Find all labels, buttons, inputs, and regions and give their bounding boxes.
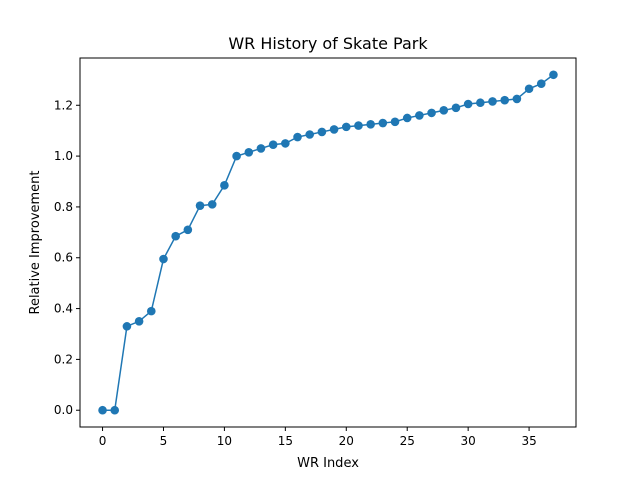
plot-area: [98, 70, 558, 415]
data-point: [390, 117, 400, 127]
y-tick-label: 0.8: [54, 200, 73, 214]
x-axis: 0 5 10 15 20 25 30 35: [99, 427, 537, 448]
data-point: [402, 113, 412, 123]
data-point: [524, 84, 534, 94]
axes-frame: [79, 57, 577, 428]
data-point: [122, 322, 132, 331]
data-point: [378, 118, 388, 128]
data-point: [366, 120, 375, 129]
data-point: [293, 132, 302, 142]
x-tick-label: 35: [521, 434, 536, 448]
data-point: [183, 225, 193, 235]
y-tick-label: 1.0: [54, 149, 73, 163]
data-point: [171, 231, 180, 241]
data-point: [549, 70, 558, 80]
data-point: [329, 125, 339, 134]
data-point: [281, 139, 290, 148]
data-point: [415, 111, 424, 120]
y-tick-label: 0.4: [54, 302, 73, 316]
data-point: [256, 144, 266, 153]
y-axis-label: Relative Improvement: [28, 170, 43, 314]
chart-title: WR History of Skate Park: [228, 34, 428, 53]
data-point: [488, 97, 497, 106]
data-point: [463, 99, 473, 109]
data-point: [268, 140, 278, 149]
x-tick-label: 5: [160, 434, 168, 448]
x-tick-label: 25: [400, 434, 415, 448]
y-tick-label: 1.2: [54, 98, 73, 112]
data-point: [341, 122, 351, 132]
y-tick-label: 0.2: [54, 352, 73, 366]
data-point: [354, 121, 363, 130]
data-point: [195, 201, 205, 210]
x-tick-label: 30: [461, 434, 476, 448]
data-point: [500, 95, 510, 105]
x-tick-label: 10: [217, 434, 232, 448]
data-point: [451, 103, 461, 113]
x-tick-label: 20: [339, 434, 354, 448]
data-point: [305, 130, 315, 139]
data-point: [146, 306, 156, 316]
x-tick-label: 0: [99, 434, 107, 448]
data-point: [476, 98, 485, 108]
data-point: [98, 405, 107, 415]
y-tick-label: 0.6: [54, 251, 73, 265]
y-tick-label: 0.0: [54, 403, 73, 417]
data-point: [110, 405, 120, 415]
data-point: [512, 94, 522, 104]
y-axis: 0.0 0.2 0.4 0.6 0.8 1.0 1.2: [54, 98, 80, 417]
data-point: [244, 147, 254, 157]
data-point: [159, 254, 168, 264]
data-point: [220, 181, 229, 190]
data-point: [439, 106, 449, 115]
data-point: [317, 127, 327, 137]
x-axis-label: WR Index: [297, 456, 359, 471]
x-tick-label: 15: [278, 434, 293, 448]
data-point: [536, 79, 546, 88]
data-point: [134, 316, 144, 326]
data-point: [232, 151, 241, 161]
data-point: [427, 108, 436, 118]
data-point: [207, 200, 217, 209]
